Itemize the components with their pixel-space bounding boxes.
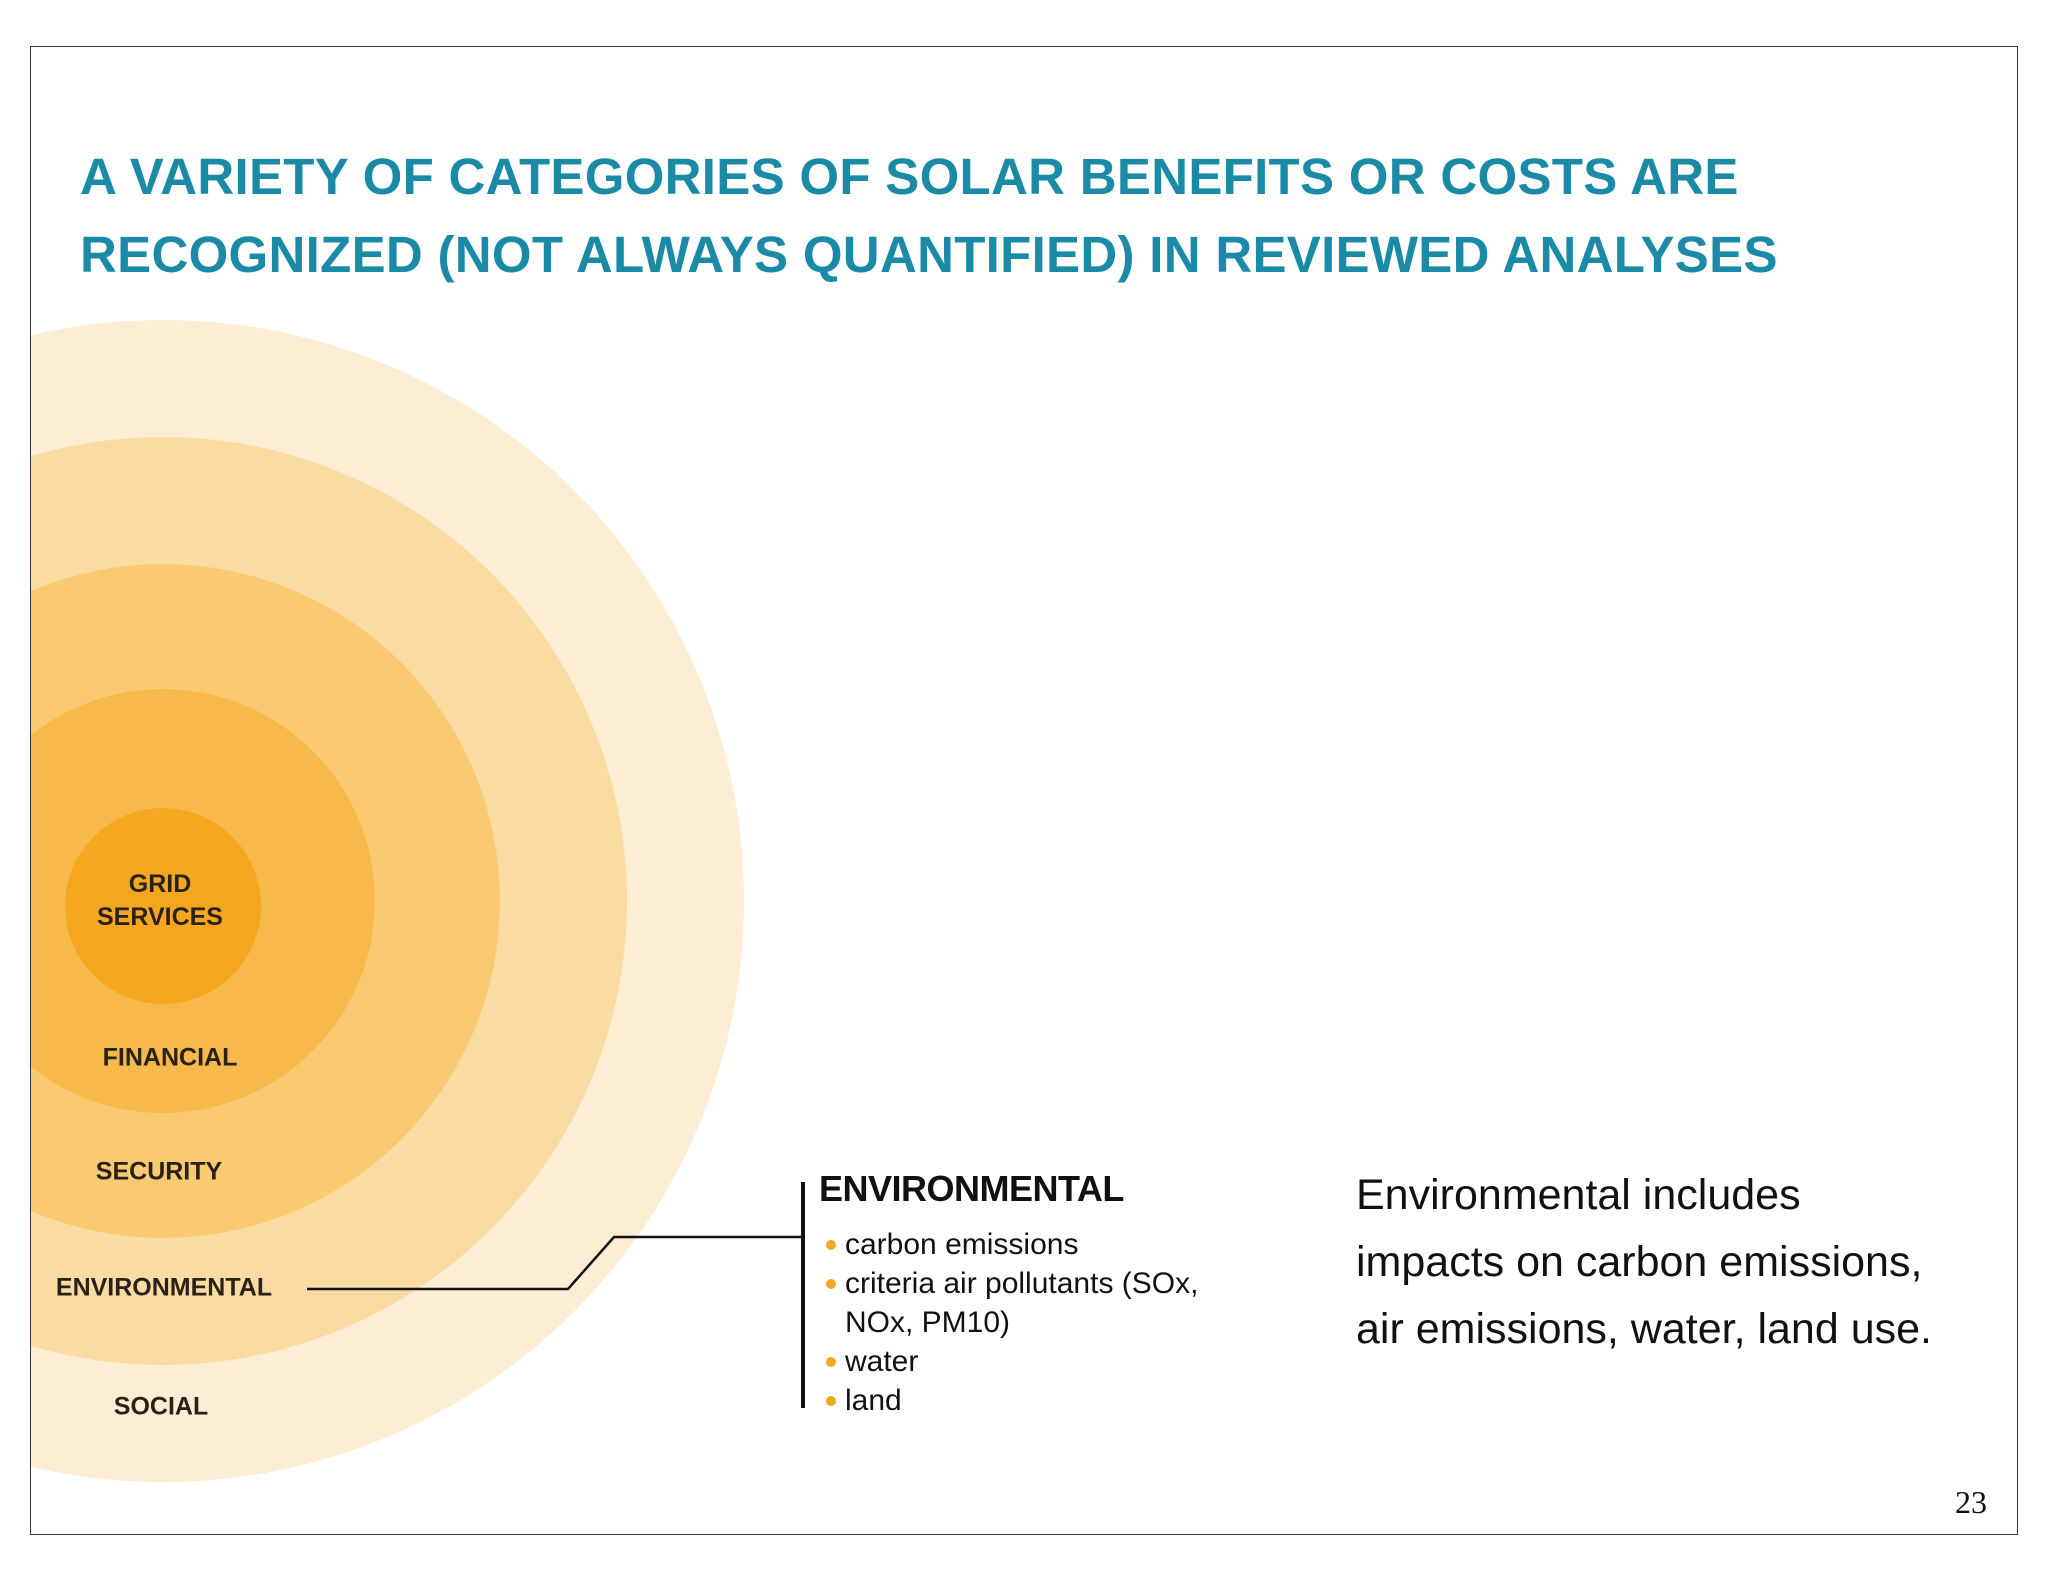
bullet-dot-icon: [826, 1279, 836, 1289]
label-grid: GRID: [128, 870, 192, 898]
label-social: SOCIAL: [113, 1392, 209, 1421]
list-item: criteria air pollutants (SOx, NOx, PM10): [826, 1264, 1265, 1342]
connector-line: [307, 1235, 801, 1291]
bracket-bar: [801, 1182, 805, 1408]
description-line-3: air emissions, water, land use.: [1356, 1305, 1932, 1353]
description-text: Environmental includes impacts on carbon…: [1356, 1162, 1932, 1363]
bullet-text: land: [845, 1384, 902, 1417]
slide-title: A VARIETY OF CATEGORIES OF SOLAR BENEFIT…: [80, 138, 1778, 294]
description-line-1: Environmental includes: [1356, 1171, 1801, 1219]
ring-grid-services: [65, 808, 261, 1004]
label-financial: FINANCIAL: [102, 1043, 238, 1072]
label-environmental: ENVIRONMENTAL: [55, 1273, 273, 1302]
list-item: land: [826, 1381, 1265, 1420]
title-line-2: RECOGNIZED (NOT ALWAYS QUANTIFIED) IN RE…: [80, 226, 1778, 283]
bullet-dot-icon: [826, 1357, 836, 1367]
bullet-text: carbon emissions: [845, 1228, 1079, 1261]
page-number: 23: [1955, 1484, 1987, 1520]
description-line-2: impacts on carbon emissions,: [1356, 1238, 1923, 1286]
list-item: carbon emissions: [826, 1225, 1265, 1264]
list-item: water: [826, 1342, 1265, 1381]
bullet-dot-icon: [826, 1396, 836, 1406]
environmental-heading: ENVIRONMENTAL: [819, 1168, 1124, 1209]
bullet-text: water: [845, 1345, 919, 1378]
environmental-bullet-list: carbon emissions criteria air pollutants…: [826, 1225, 1265, 1420]
bullet-dot-icon: [826, 1240, 836, 1250]
bullet-text: criteria air pollutants (SOx, NOx, PM10): [845, 1267, 1199, 1339]
label-security: SECURITY: [95, 1157, 223, 1186]
label-grid-services: GRID SERVICES: [97, 868, 223, 934]
title-line-1: A VARIETY OF CATEGORIES OF SOLAR BENEFIT…: [80, 148, 1739, 205]
label-services: SERVICES: [97, 903, 223, 931]
